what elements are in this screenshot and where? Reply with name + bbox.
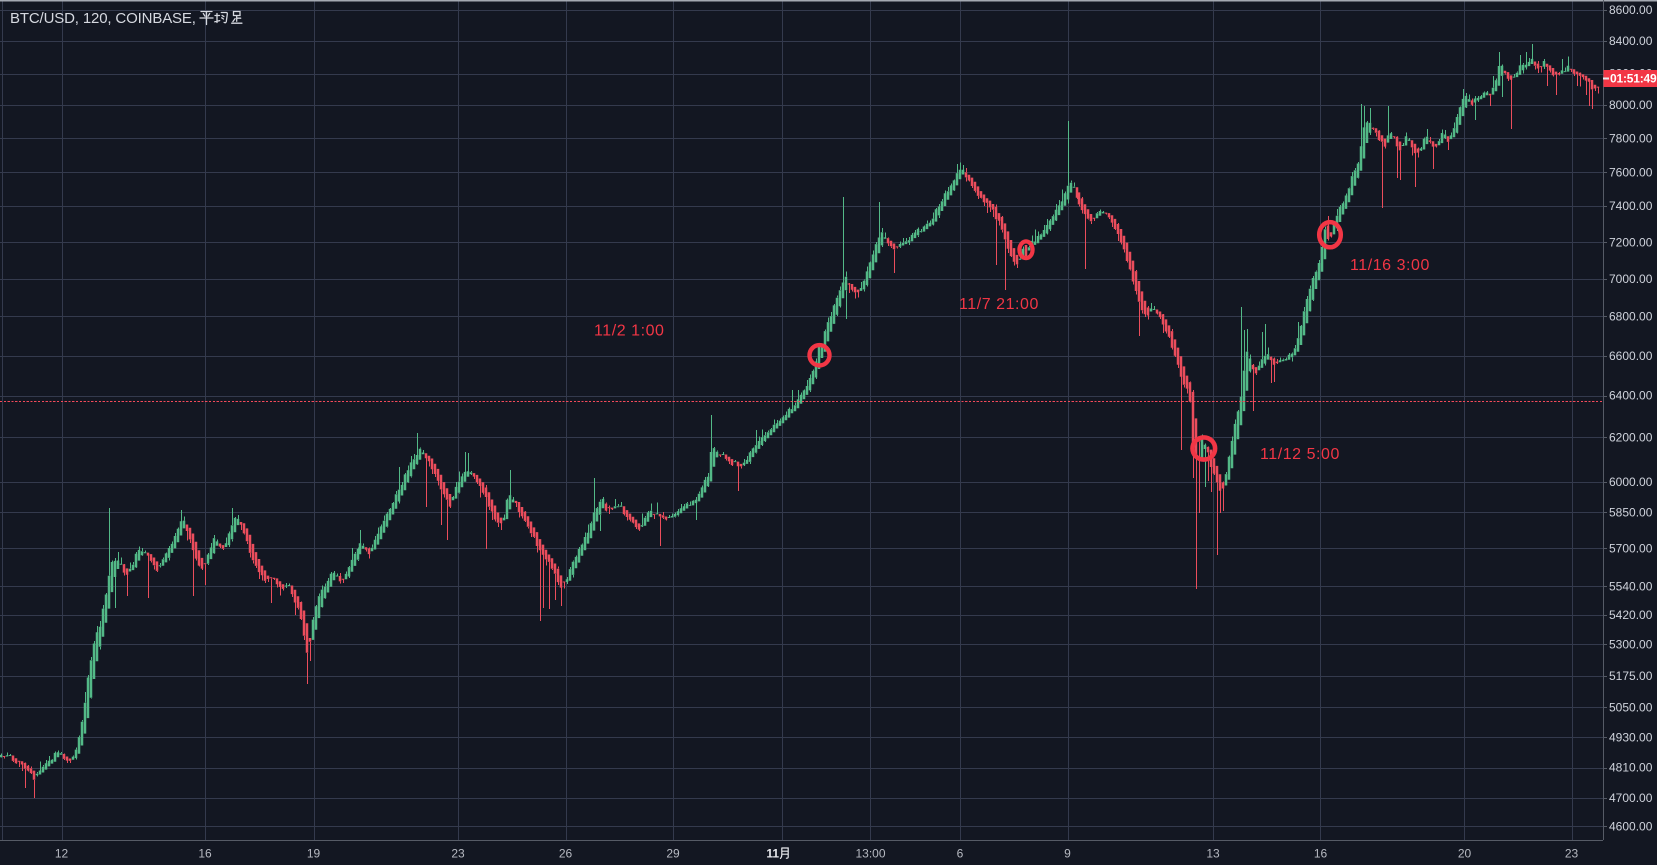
svg-text:11: 11 xyxy=(766,847,779,861)
svg-text:5175.00: 5175.00 xyxy=(1609,669,1653,683)
svg-text:23: 23 xyxy=(1565,847,1579,861)
svg-text:5700.00: 5700.00 xyxy=(1609,542,1653,556)
svg-text:5420.00: 5420.00 xyxy=(1609,608,1653,622)
svg-text:5850.00: 5850.00 xyxy=(1609,506,1653,520)
svg-text:BTC/USD, 120, COINBASE,: BTC/USD, 120, COINBASE, xyxy=(10,10,196,27)
svg-text:29: 29 xyxy=(666,847,680,861)
svg-text:11/2 1:00: 11/2 1:00 xyxy=(594,323,665,340)
svg-text:5300.00: 5300.00 xyxy=(1609,638,1653,652)
svg-text:6200.00: 6200.00 xyxy=(1609,430,1653,444)
svg-text:23: 23 xyxy=(451,847,465,861)
svg-text:6400.00: 6400.00 xyxy=(1609,389,1653,403)
svg-text:16: 16 xyxy=(1314,847,1328,861)
svg-text:5050.00: 5050.00 xyxy=(1609,700,1653,714)
svg-text:7200.00: 7200.00 xyxy=(1609,235,1653,249)
svg-text:8000.00: 8000.00 xyxy=(1609,98,1653,112)
svg-text:26: 26 xyxy=(559,847,573,861)
svg-text:12: 12 xyxy=(55,847,69,861)
svg-text:01:51:49: 01:51:49 xyxy=(1610,72,1657,86)
svg-text:16: 16 xyxy=(198,847,212,861)
svg-text:5540.00: 5540.00 xyxy=(1609,579,1653,593)
svg-text:4600.00: 4600.00 xyxy=(1609,820,1653,834)
svg-text:11/12 5:00: 11/12 5:00 xyxy=(1260,446,1340,463)
svg-text:7400.00: 7400.00 xyxy=(1609,199,1653,213)
svg-text:6000.00: 6000.00 xyxy=(1609,475,1653,489)
svg-text:8600.00: 8600.00 xyxy=(1609,3,1653,17)
svg-text:11/7 21:00: 11/7 21:00 xyxy=(959,296,1039,313)
svg-text:8400.00: 8400.00 xyxy=(1609,34,1653,48)
svg-text:4930.00: 4930.00 xyxy=(1609,731,1653,745)
svg-text:13:00: 13:00 xyxy=(855,847,885,861)
svg-text:11/16 3:00: 11/16 3:00 xyxy=(1350,257,1430,274)
svg-text:4810.00: 4810.00 xyxy=(1609,761,1653,775)
svg-text:6800.00: 6800.00 xyxy=(1609,309,1653,323)
svg-text:20: 20 xyxy=(1458,847,1472,861)
svg-text:7000.00: 7000.00 xyxy=(1609,272,1653,286)
svg-text:19: 19 xyxy=(307,847,321,861)
svg-text:4700.00: 4700.00 xyxy=(1609,791,1653,805)
svg-text:7800.00: 7800.00 xyxy=(1609,132,1653,146)
svg-text:7600.00: 7600.00 xyxy=(1609,165,1653,179)
svg-text:9: 9 xyxy=(1064,847,1071,861)
svg-text:13: 13 xyxy=(1206,847,1220,861)
svg-text:6: 6 xyxy=(957,847,964,861)
svg-text:6600.00: 6600.00 xyxy=(1609,349,1653,363)
